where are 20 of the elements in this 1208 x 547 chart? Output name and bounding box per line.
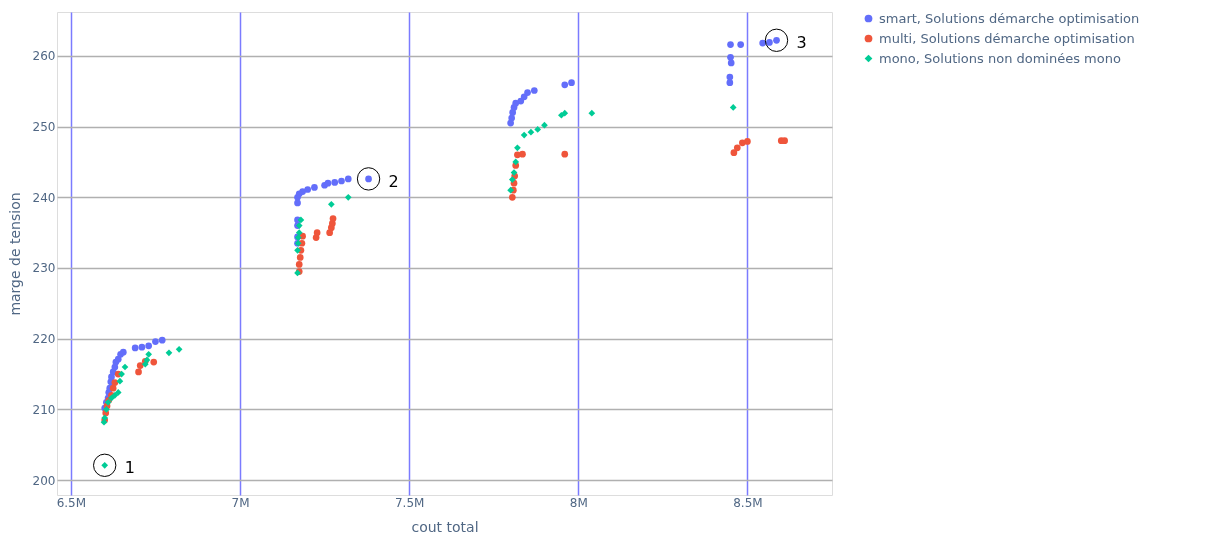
y-tick-label: 230 xyxy=(32,261,56,276)
annotation: 1 xyxy=(124,458,135,478)
y-tick-label: 200 xyxy=(32,473,56,488)
y-axis-title: marge de tension xyxy=(6,192,23,316)
legend-label: mono, Solutions non dominées mono xyxy=(879,50,1121,66)
y-tick-label: 220 xyxy=(32,332,56,347)
x-tick-label: 6.5M xyxy=(56,495,87,510)
y-tick-label: 260 xyxy=(32,49,56,64)
y-tick-label: 240 xyxy=(32,190,56,205)
y-tick-label: 250 xyxy=(32,120,56,135)
annotation: 2 xyxy=(388,171,399,191)
x-tick-label: 7M xyxy=(231,495,250,510)
y-tick-label: 210 xyxy=(32,402,56,417)
x-axis-title: cout total xyxy=(411,518,479,535)
annotation: 3 xyxy=(796,33,807,53)
x-tick-label: 8.5M xyxy=(733,495,763,510)
x-tick-label: 8M xyxy=(569,495,588,510)
x-tick-label: 7.5M xyxy=(394,495,425,510)
legend-label: multi, Solutions démarche optimisation xyxy=(879,30,1135,46)
legend-label: smart, Solutions démarche optimisation xyxy=(879,10,1140,26)
